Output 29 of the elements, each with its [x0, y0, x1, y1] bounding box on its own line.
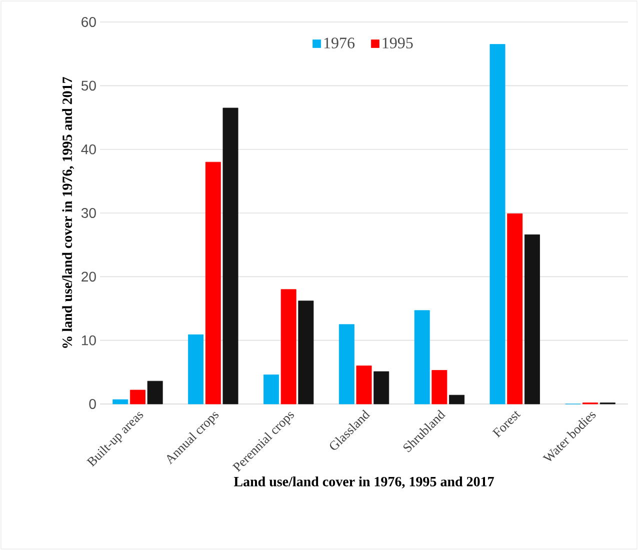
y-tick-label: 0 [89, 399, 96, 409]
bar [147, 380, 163, 404]
bar [414, 310, 430, 404]
bar [188, 334, 204, 404]
bar [280, 289, 296, 404]
bar [449, 394, 465, 404]
bar [263, 374, 279, 404]
bar [490, 44, 506, 404]
bar [130, 390, 146, 404]
y-tick-label: 50 [81, 80, 96, 91]
x-axis-title: Land use/land cover in 1976, 1995 and 2017 [234, 476, 494, 488]
bar [507, 213, 523, 404]
bar [338, 324, 354, 404]
bar [298, 300, 314, 404]
legend-label: 1995 [382, 38, 413, 48]
bar [524, 234, 540, 404]
bar [112, 399, 128, 404]
bar [432, 370, 448, 404]
y-tick-label: 10 [82, 335, 96, 346]
y-tick-label: 60 [82, 17, 96, 27]
y-tick-label: 30 [81, 208, 96, 218]
y-tick-label: 20 [82, 272, 96, 282]
y-tick-label: 40 [81, 144, 96, 154]
bar [356, 366, 372, 404]
bar [205, 162, 221, 404]
legend-label: 1976 [324, 38, 355, 48]
bar [222, 108, 238, 404]
y-axis-title: % land use/land cover in 1976, 1995 and 2017 [62, 77, 74, 348]
bar [374, 371, 390, 404]
